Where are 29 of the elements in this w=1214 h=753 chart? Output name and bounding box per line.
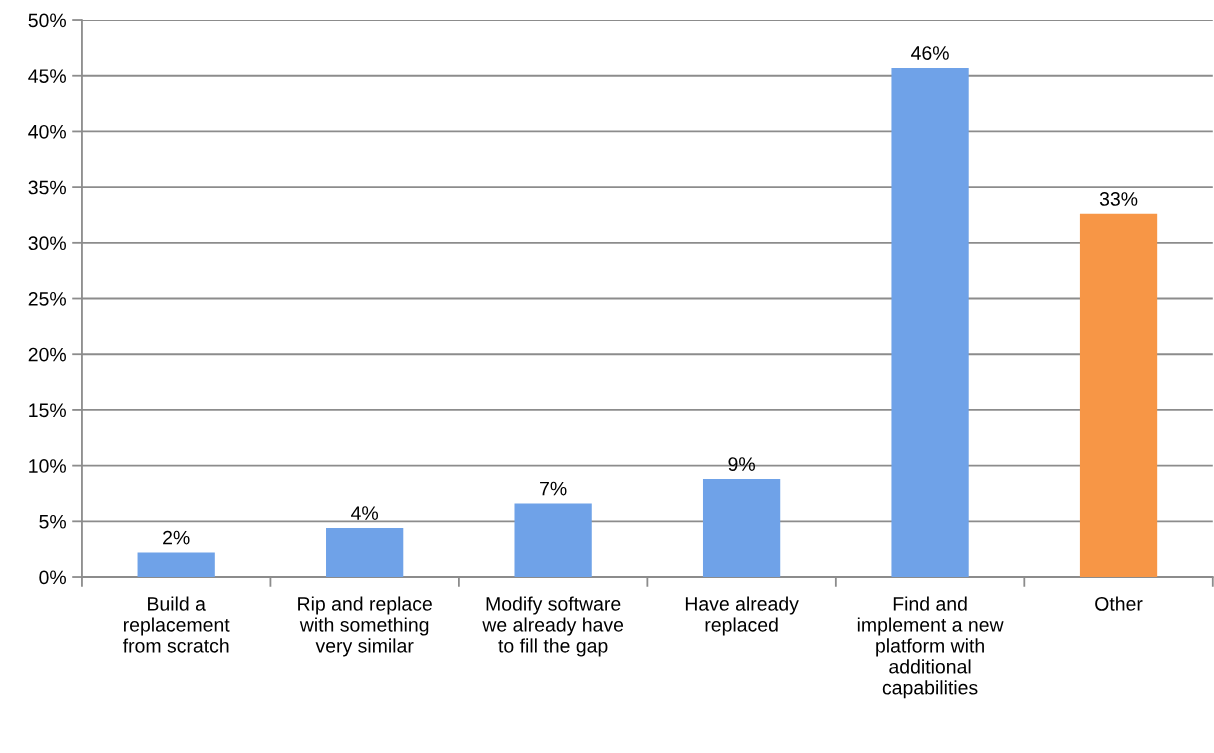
data-label: 9% [728,457,755,471]
x-tick-label: Build a replacement from scratch [122,596,230,653]
y-tick-label: 50% [28,13,66,28]
y-tick-label: 20% [28,347,66,362]
bar [702,478,781,578]
y-tick-label: 40% [28,124,66,139]
y-tick-label: 15% [29,403,66,418]
y-tick-label: 0% [39,570,66,585]
bar [137,552,215,578]
x-tick-label: Rip and replace with something very similar [298,596,432,657]
y-tick-label: 30% [28,236,66,251]
y-tick-label: 25% [28,291,66,306]
y-tick-label: 5% [39,514,66,529]
y-tick-label: 10% [29,459,66,473]
x-tick-label: Find and implement a new platform with additional capabilities [857,596,1004,699]
bar [514,503,592,578]
bar [1079,213,1158,578]
bar [326,528,404,578]
x-tick-label: Modify software we already have to fill the gap [482,596,624,657]
data-label: 46% [911,46,949,60]
y-tick-label: 35% [28,180,66,195]
data-label: 7% [540,481,567,496]
data-label: 4% [351,506,379,520]
x-tick-label: Other [1095,596,1143,611]
data-label: 33% [1099,192,1138,206]
x-tick-label: Have already replaced [685,596,799,636]
data-label: 2% [163,530,190,545]
y-tick-label: 45% [28,69,66,83]
bar [891,67,969,578]
